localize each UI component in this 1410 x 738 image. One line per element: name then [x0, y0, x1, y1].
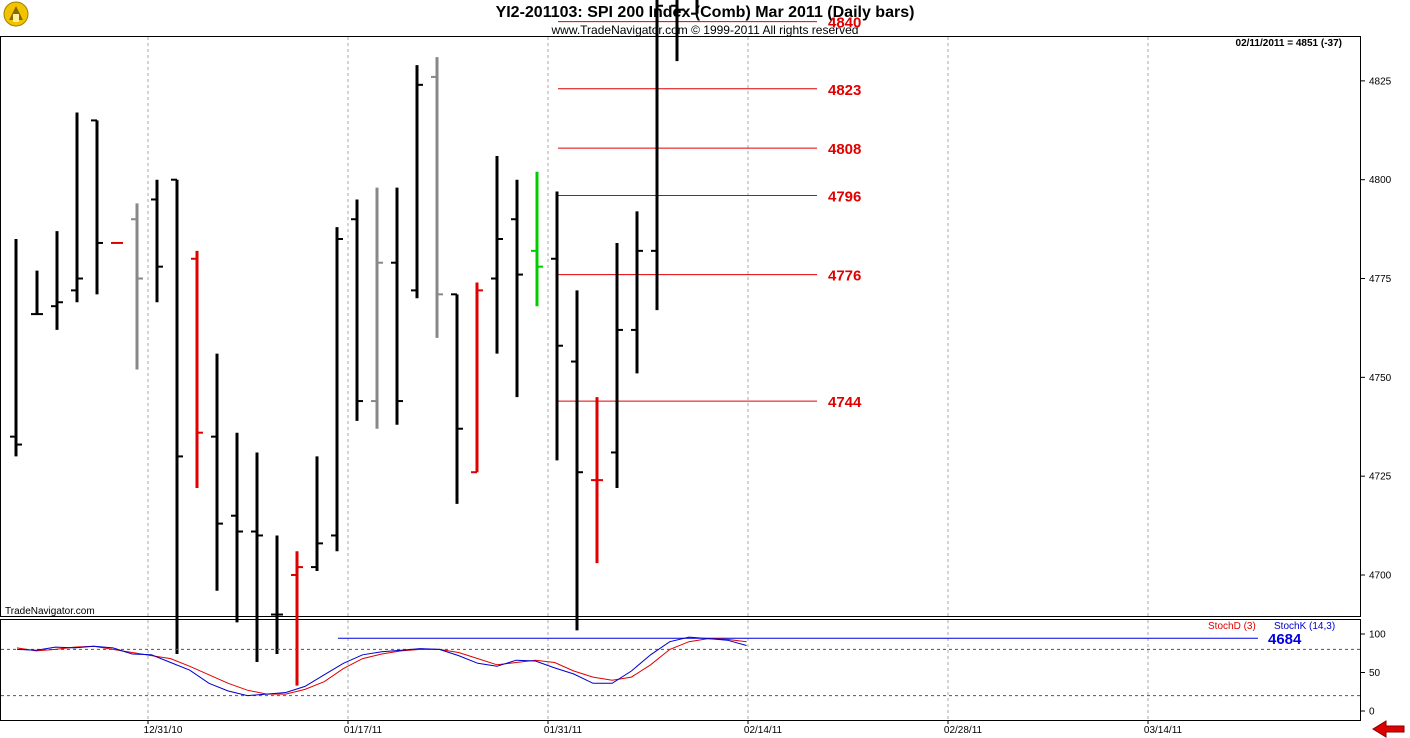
ohlc-bar: [191, 250, 203, 489]
stochk-line: [16, 636, 747, 697]
support-label: 4796: [828, 189, 861, 206]
price-levels: 4962493949404921490646844840482348084796…: [338, 15, 1302, 648]
ohlc-bar: [511, 179, 523, 398]
support-label: 4776: [828, 268, 861, 285]
x-tick-label: 01/17/11: [344, 725, 383, 736]
ohlc-bar: [231, 432, 243, 623]
ohlc-bar: [71, 112, 83, 303]
ohlc-bar: [591, 397, 603, 564]
stoch-tick-label: 0: [1369, 707, 1375, 718]
y-tick-label: 4750: [1369, 373, 1392, 384]
ohlc-bar: [31, 270, 43, 316]
price-axis: 4700472547504775480048254850487549004925…: [1360, 76, 1392, 582]
support-label: 4840: [828, 15, 861, 32]
date-axis: 12/31/10 01/17/11 01/31/11 02/14/11 02/28/11…: [144, 720, 1183, 736]
x-tick-label: 01/31/11: [544, 725, 583, 736]
ohlc-bar: [671, 0, 683, 62]
last-price-readout: 02/11/2011 = 4851 (-37): [1236, 38, 1342, 49]
ohlc-bar: [131, 203, 143, 370]
legend-stochd: StochD (3): [1208, 621, 1256, 632]
support-label: 4744: [828, 394, 862, 411]
y-tick-label: 4825: [1369, 76, 1392, 87]
x-tick-label: 12/31/10: [144, 725, 183, 736]
ohlc-bar: [271, 535, 283, 655]
ohlc-bar: [431, 57, 443, 338]
ohlc-bar: [551, 191, 563, 461]
stoch-tick-label: 100: [1369, 630, 1386, 641]
ohlc-bar: [10, 238, 22, 457]
price-panel-frame: [0, 36, 1361, 617]
ohlc-bar: [171, 178, 183, 655]
ohlc-bar: [311, 456, 323, 572]
chart-title: YI2-201103: SPI 200 Index (Comb) Mar 201…: [496, 4, 915, 21]
ohlc-bar: [571, 290, 583, 631]
ohlc-bar: [611, 242, 623, 489]
legend-stochk: StochK (14,3): [1274, 621, 1335, 632]
stochastic-indicator: 0 50 100: [1, 630, 1386, 718]
ohlc-bar: [491, 155, 503, 354]
chart-subtitle: www.TradeNavigator.com © 1999-2011 All r…: [551, 23, 859, 37]
support-label: 4823: [828, 82, 861, 99]
x-tick-label: 02/28/11: [944, 725, 983, 736]
trade-navigator-logo-icon[interactable]: [3, 1, 29, 27]
y-tick-label: 4775: [1369, 274, 1392, 285]
stoch-tick-label: 50: [1369, 668, 1381, 679]
ohlc-bar: [411, 65, 423, 299]
ohlc-bar: [291, 551, 303, 686]
ohlc-bar: [691, 0, 699, 15]
y-tick-label: 4700: [1369, 571, 1392, 582]
ohlc-bar: [531, 171, 543, 307]
y-tick-label: 4800: [1369, 175, 1392, 186]
support-label: 4808: [828, 141, 861, 158]
ohlc-bar: [331, 227, 343, 552]
watermark: TradeNavigator.com: [5, 606, 95, 617]
ohlc-bar: [371, 187, 383, 429]
resistance-label: 4684: [1268, 631, 1302, 648]
ohlc-bar: [251, 452, 263, 662]
ohlc-bar: [151, 179, 163, 303]
stochd-line: [16, 638, 747, 695]
ohlc-bar: [471, 282, 483, 474]
red-left-arrow-icon[interactable]: [1372, 720, 1405, 738]
ohlc-bar: [351, 199, 363, 421]
grid: [147, 37, 1149, 720]
price-bars: [10, 0, 699, 686]
ohlc-bar: [391, 187, 403, 425]
ohlc-bar: [651, 0, 663, 311]
ohlc-bar: [451, 293, 463, 504]
x-tick-label: 03/14/11: [1144, 725, 1183, 736]
x-tick-label: 02/14/11: [744, 725, 783, 736]
stochastic-panel-frame: [0, 619, 1361, 721]
ohlc-bar: [211, 353, 223, 591]
ohlc-bar: [91, 119, 103, 295]
y-tick-label: 4725: [1369, 472, 1392, 483]
ohlc-bar: [631, 211, 643, 374]
ohlc-bar: [51, 231, 63, 330]
